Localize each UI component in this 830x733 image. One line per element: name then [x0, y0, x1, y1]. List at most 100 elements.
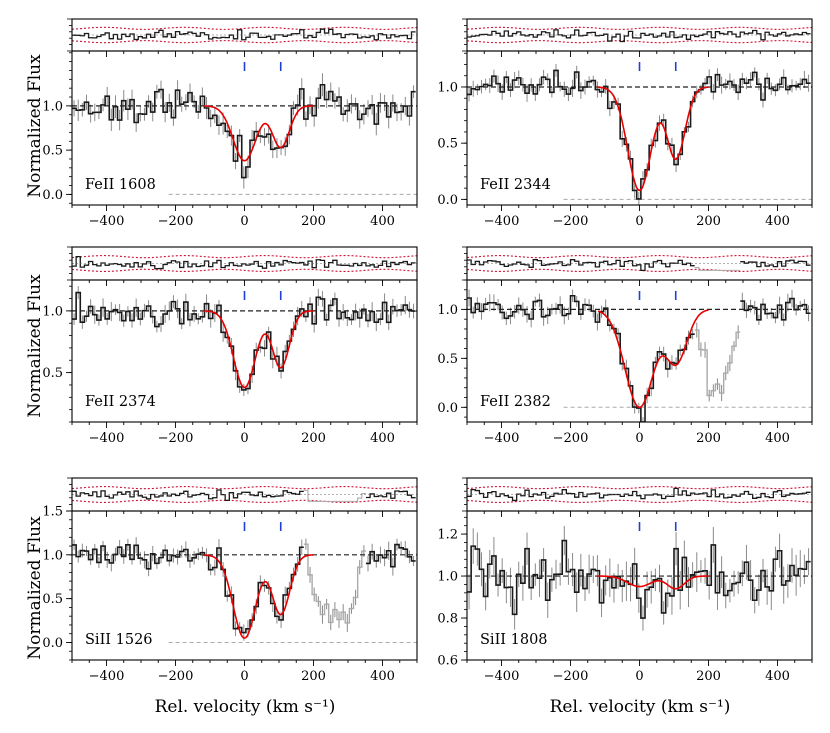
x-tick-label: −400	[484, 431, 520, 446]
x-tick-label: −400	[89, 214, 125, 229]
ion-label: SiII 1526	[85, 632, 153, 648]
residual-masked-step	[303, 489, 366, 502]
model-fit	[598, 86, 709, 192]
masked-data-step	[694, 329, 741, 397]
y-tick-label: 0.5	[42, 592, 63, 607]
x-tick-label: 0	[240, 214, 248, 229]
residual-strip	[467, 255, 812, 272]
x-tick-label: 200	[301, 431, 326, 446]
x-tick-label: 0	[240, 669, 248, 684]
panel-4-plot-area	[72, 537, 417, 643]
residual-band-lower	[467, 499, 812, 503]
residual-band-upper	[72, 255, 417, 259]
x-tick-label: 0	[635, 669, 643, 684]
xlabel-left: Rel. velocity (km s⁻¹)	[155, 697, 336, 717]
y-tick-label: 0.5	[437, 352, 458, 367]
panel-3-plot-area	[467, 289, 812, 422]
data-step	[72, 83, 416, 179]
ion-label: FeII 2344	[480, 177, 551, 193]
masked-data-step	[303, 543, 366, 624]
residual-band-upper	[467, 26, 812, 30]
y-tick-label: 0.0	[42, 188, 63, 203]
residual-step	[72, 489, 416, 502]
x-tick-label: −200	[158, 431, 194, 446]
ylabel-row-1: Normalized Flux	[25, 54, 45, 198]
panels: −400 −200 0 200 400 0.0 0.5 1.0 FeII 1608 −400 −20…	[42, 18, 813, 684]
x-tick-label: −200	[158, 669, 194, 684]
data-step	[467, 539, 811, 619]
xlabel-right: Rel. velocity (km s⁻¹)	[550, 697, 731, 717]
residual-band-upper	[72, 26, 417, 30]
y-tick-label: 0.5	[42, 144, 63, 159]
residual-band-lower	[72, 40, 417, 44]
x-tick-label: 200	[696, 431, 721, 446]
y-tick-label: 0.0	[42, 636, 63, 651]
residual-band-upper	[72, 486, 417, 490]
model-fit	[597, 309, 709, 409]
x-tick-label: 200	[696, 214, 721, 229]
x-tick-label: 400	[370, 669, 395, 684]
model-fit	[202, 554, 314, 639]
panel-2-plot-area	[72, 286, 417, 397]
residual-band-upper	[467, 255, 812, 259]
x-tick-label: 400	[765, 431, 790, 446]
x-tick-label: −200	[553, 431, 589, 446]
x-tick-label: −400	[484, 214, 520, 229]
x-tick-label: 400	[765, 669, 790, 684]
panel-5: −400 −200 0 200 400 0.6 0.8 1.0 1.2 SiII 1808	[437, 477, 813, 684]
x-tick-label: −400	[89, 669, 125, 684]
model-fit	[598, 575, 709, 590]
x-tick-label: 0	[635, 431, 643, 446]
y-tick-label: 0.5	[437, 137, 458, 152]
ylabel-row-2: Normalized Flux	[25, 274, 45, 418]
panel-2: −400 −200 0 200 400 0.5 1.0 FeII 2374	[42, 246, 418, 446]
y-tick-label: 1.0	[42, 304, 63, 319]
x-tick-label: 400	[370, 431, 395, 446]
y-tick-label: 0.6	[437, 654, 458, 669]
y-tick-label: 1.0	[437, 570, 458, 585]
residual-strip	[72, 486, 417, 503]
x-tick-label: 200	[301, 669, 326, 684]
x-tick-label: −200	[158, 214, 194, 229]
ylabel-row-3: Normalized Flux	[25, 516, 45, 660]
residual-step	[72, 255, 416, 270]
residual-band-lower	[467, 268, 812, 272]
residual-step	[467, 487, 811, 502]
y-tick-label: 0.5	[42, 366, 63, 381]
residual-masked-step	[694, 266, 741, 271]
y-tick-label: 0.8	[437, 612, 458, 627]
y-tick-label: 1.0	[42, 99, 63, 114]
model-fit	[202, 105, 314, 162]
x-tick-label: 400	[370, 214, 395, 229]
panel-5-plot-area	[467, 525, 812, 631]
x-tick-label: −200	[553, 214, 589, 229]
x-tick-label: −400	[484, 669, 520, 684]
x-tick-label: 400	[765, 214, 790, 229]
residual-band-lower	[72, 499, 417, 503]
y-tick-label: 0.0	[437, 401, 458, 416]
y-tick-label: 1.0	[437, 303, 458, 318]
panel-1: −400 −200 0 200 400 0.0 0.5 1.0 FeII 2344	[437, 18, 813, 229]
residual-band-lower	[467, 40, 812, 44]
x-tick-label: 200	[301, 214, 326, 229]
panel-3: −400 −200 0 200 400 0.0 0.5 1.0 FeII 2382	[437, 246, 813, 446]
residual-band-upper	[467, 486, 812, 490]
residual-strip	[467, 26, 812, 44]
panel-1-plot-area	[467, 64, 812, 205]
data-step	[72, 291, 416, 391]
y-tick-label: 1.2	[437, 528, 458, 543]
y-tick-label: 1.0	[437, 80, 458, 95]
panel-4: −400 −200 0 200 400 0.0 0.5 1.0 1.5 SiII 1526	[42, 477, 418, 684]
model-fit	[202, 310, 314, 389]
data-step	[467, 69, 811, 200]
panel-0-plot-area	[72, 73, 417, 195]
residual-strip	[72, 255, 417, 272]
x-tick-label: 0	[240, 431, 248, 446]
y-tick-label: 0.0	[437, 193, 458, 208]
ion-label: FeII 2382	[480, 394, 551, 410]
residual-step	[72, 28, 416, 41]
residual-strip	[72, 26, 417, 44]
y-tick-label: 1.5	[42, 505, 63, 520]
panel-0: −400 −200 0 200 400 0.0 0.5 1.0 FeII 1608	[42, 18, 418, 229]
